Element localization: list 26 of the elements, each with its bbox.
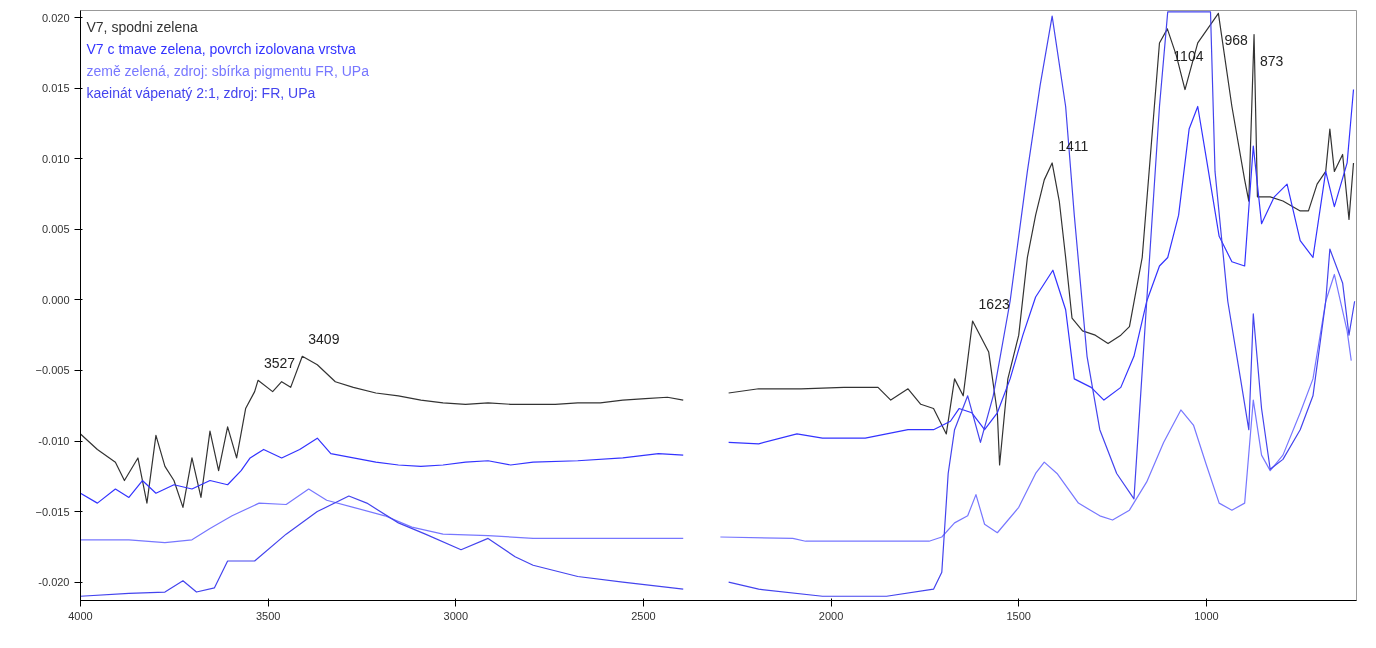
y-tick-label: 0.015 [41,82,70,95]
y-tick-label: -0.010 [38,435,70,447]
annotation: 873 [1260,53,1284,70]
annotation: 3527 [264,355,296,372]
annotation: 1411 [1058,137,1089,154]
x-tick-label: 2000 [818,609,844,622]
x-tick-label: 1000 [1194,609,1219,622]
x-tick-label: 4000 [68,609,93,622]
x-tick-label: 1500 [1006,609,1031,622]
y-tick-label: 0.010 [41,152,70,165]
y-tick-label: −0.015 [35,505,70,518]
x-tick-label: 3000 [443,609,469,622]
y-tick-label: 0.005 [41,223,70,236]
annotation: 3409 [308,331,340,348]
text: V7 c tmave zelena, povrch izolovana vrstva [86,40,356,57]
annotation: 968 [1224,32,1248,49]
text: země zelená, zdroj: sbírka pigmentu FR, UPa [86,62,370,79]
x-tick-label: 2500 [631,609,656,622]
y-tick-label: −0.005 [35,364,70,377]
y-tick-label: 0.000 [41,293,70,306]
x-tick-label: 3500 [255,609,281,622]
annotation: 1623 [978,296,1010,313]
text: V7, spodni zelena [86,18,199,35]
y-tick-label: -0.020 [38,576,70,589]
text: kaeinát vápenatý 2:1, zdroj: FR, UPa [86,84,316,101]
y-tick-label: 0.020 [41,11,70,24]
